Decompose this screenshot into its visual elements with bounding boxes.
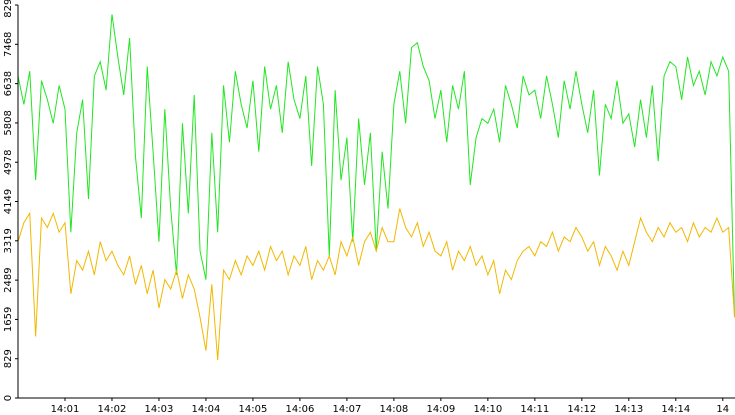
x-tick-label: 14:10 <box>473 404 502 415</box>
y-tick-label: 4978 <box>3 150 14 175</box>
y-tick-label: 8298 <box>3 0 14 18</box>
x-tick-label: 14:09 <box>426 404 455 415</box>
x-tick-label: 14:14 <box>661 404 690 415</box>
x-tick-label: 14:01 <box>51 404 80 415</box>
x-tick-label: 14:03 <box>145 404 174 415</box>
y-tick-label: 0 <box>3 395 14 401</box>
y-tick-label: 2489 <box>3 267 14 292</box>
x-tick-label: 14:06 <box>285 404 314 415</box>
x-tick-label: 14:11 <box>520 404 549 415</box>
y-tick-label: 3319 <box>3 228 14 253</box>
y-tick-label: 1659 <box>3 307 14 332</box>
x-tick-label: 14 <box>716 404 729 415</box>
y-tick-label: 5808 <box>3 110 14 135</box>
y-tick-label: 829 <box>3 349 14 368</box>
x-tick-label: 14:02 <box>98 404 127 415</box>
y-tick-label: 4149 <box>3 189 14 214</box>
x-tick-label: 14:08 <box>379 404 408 415</box>
y-tick-label: 7468 <box>3 32 14 57</box>
x-tick-label: 14:13 <box>614 404 643 415</box>
x-tick-label: 14:12 <box>567 404 596 415</box>
x-tick-label: 14:05 <box>239 404 268 415</box>
x-tick-label: 14:07 <box>332 404 361 415</box>
x-tick-label: 14:04 <box>192 404 221 415</box>
y-tick-label: 6638 <box>3 71 14 96</box>
series-line <box>17 208 735 361</box>
